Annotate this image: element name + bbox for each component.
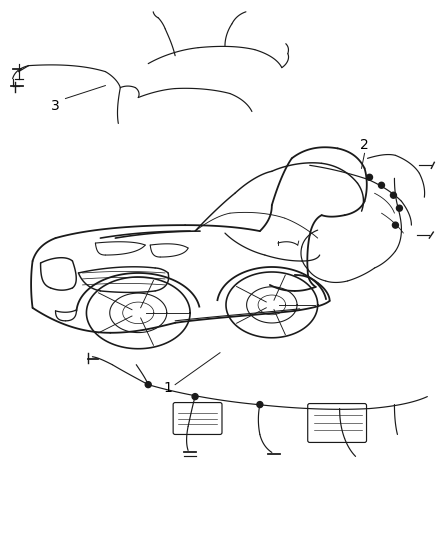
Circle shape bbox=[390, 192, 396, 198]
Circle shape bbox=[378, 182, 385, 188]
Circle shape bbox=[392, 222, 399, 228]
Circle shape bbox=[145, 382, 151, 387]
Circle shape bbox=[396, 205, 403, 211]
FancyBboxPatch shape bbox=[173, 402, 222, 434]
Circle shape bbox=[337, 406, 343, 411]
Text: 1: 1 bbox=[164, 381, 173, 394]
Circle shape bbox=[257, 401, 263, 408]
Circle shape bbox=[367, 174, 372, 180]
FancyBboxPatch shape bbox=[308, 403, 367, 442]
Circle shape bbox=[192, 393, 198, 400]
Text: 3: 3 bbox=[51, 99, 60, 112]
Text: 2: 2 bbox=[360, 139, 369, 152]
